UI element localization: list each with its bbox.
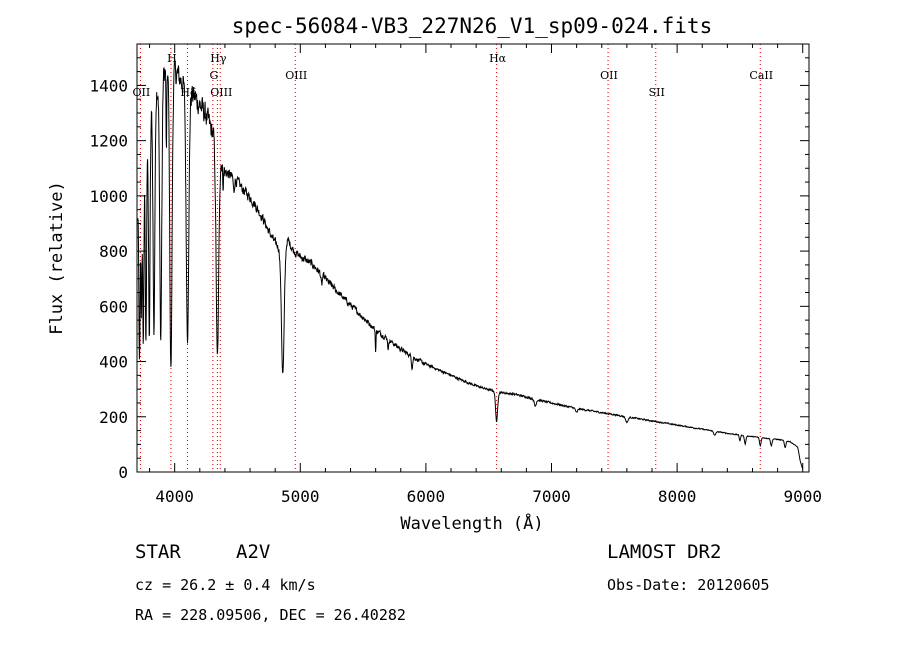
x-tick-label: 8000 xyxy=(658,487,697,506)
y-tick-label: 200 xyxy=(99,408,128,427)
survey-name: LAMOST DR2 xyxy=(607,541,721,563)
x-axis-label: Wavelength (Å) xyxy=(400,512,543,534)
y-axis: 0 200 400 600 800 1000 1200 1400 xyxy=(89,57,809,482)
x-axis: 4000 5000 6000 7000 8000 9000 xyxy=(149,44,822,506)
line-marker-label: OII xyxy=(133,86,151,99)
y-tick-label: 1000 xyxy=(89,187,128,206)
line-marker-label: OIII xyxy=(285,69,307,82)
line-marker-label: Hα xyxy=(489,52,507,65)
object-class: STAR xyxy=(135,541,181,563)
y-axis-label: Flux (relative) xyxy=(47,181,67,335)
x-tick-label: 4000 xyxy=(155,487,194,506)
info-panel: STAR A2V LAMOST DR2 cz = 26.2 ± 0.4 km/s… xyxy=(135,541,770,624)
coordinates: RA = 228.09506, DEC = 26.40282 xyxy=(135,606,406,624)
x-tick-label: 6000 xyxy=(407,487,446,506)
y-tick-label: 800 xyxy=(99,242,128,261)
y-tick-label: 0 xyxy=(118,463,128,482)
y-tick-label: 1200 xyxy=(89,132,128,151)
y-tick-label: 600 xyxy=(99,297,128,316)
x-tick-label: 7000 xyxy=(532,487,571,506)
line-marker-label: G xyxy=(209,69,218,82)
observation-date: Obs-Date: 20120605 xyxy=(607,576,770,594)
line-marker-label: OII xyxy=(600,69,618,82)
line-marker-label: SII xyxy=(649,86,665,99)
chart-title: spec-56084-VB3_227N26_V1_sp09-024.fits xyxy=(232,14,712,38)
object-subclass: A2V xyxy=(236,541,270,563)
y-tick-label: 1400 xyxy=(89,76,128,95)
line-marker-label: CaII xyxy=(749,69,773,82)
redshift-cz: cz = 26.2 ± 0.4 km/s xyxy=(135,576,316,594)
line-marker-label: Hγ xyxy=(210,52,227,65)
x-tick-label: 5000 xyxy=(281,487,320,506)
y-tick-label: 400 xyxy=(99,353,128,372)
line-marker-label: H xyxy=(167,52,177,65)
line-marker-label: OIII xyxy=(210,86,232,99)
line-markers xyxy=(139,44,761,472)
x-tick-label: 9000 xyxy=(783,487,822,506)
plot-frame xyxy=(136,43,810,473)
spectrum-line xyxy=(136,57,804,470)
